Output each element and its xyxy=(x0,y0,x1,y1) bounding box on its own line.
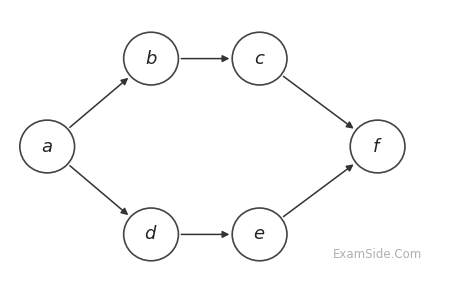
Ellipse shape xyxy=(20,120,75,173)
Text: ExamSide.Com: ExamSide.Com xyxy=(333,248,422,261)
Ellipse shape xyxy=(124,208,178,261)
Ellipse shape xyxy=(350,120,405,173)
Text: $a$: $a$ xyxy=(41,137,53,156)
Text: $c$: $c$ xyxy=(254,50,265,68)
Text: $e$: $e$ xyxy=(253,225,266,243)
Text: $f$: $f$ xyxy=(372,137,383,156)
Ellipse shape xyxy=(124,32,178,85)
Text: $b$: $b$ xyxy=(145,50,157,68)
Ellipse shape xyxy=(232,32,287,85)
Ellipse shape xyxy=(232,208,287,261)
Text: $d$: $d$ xyxy=(144,225,158,243)
